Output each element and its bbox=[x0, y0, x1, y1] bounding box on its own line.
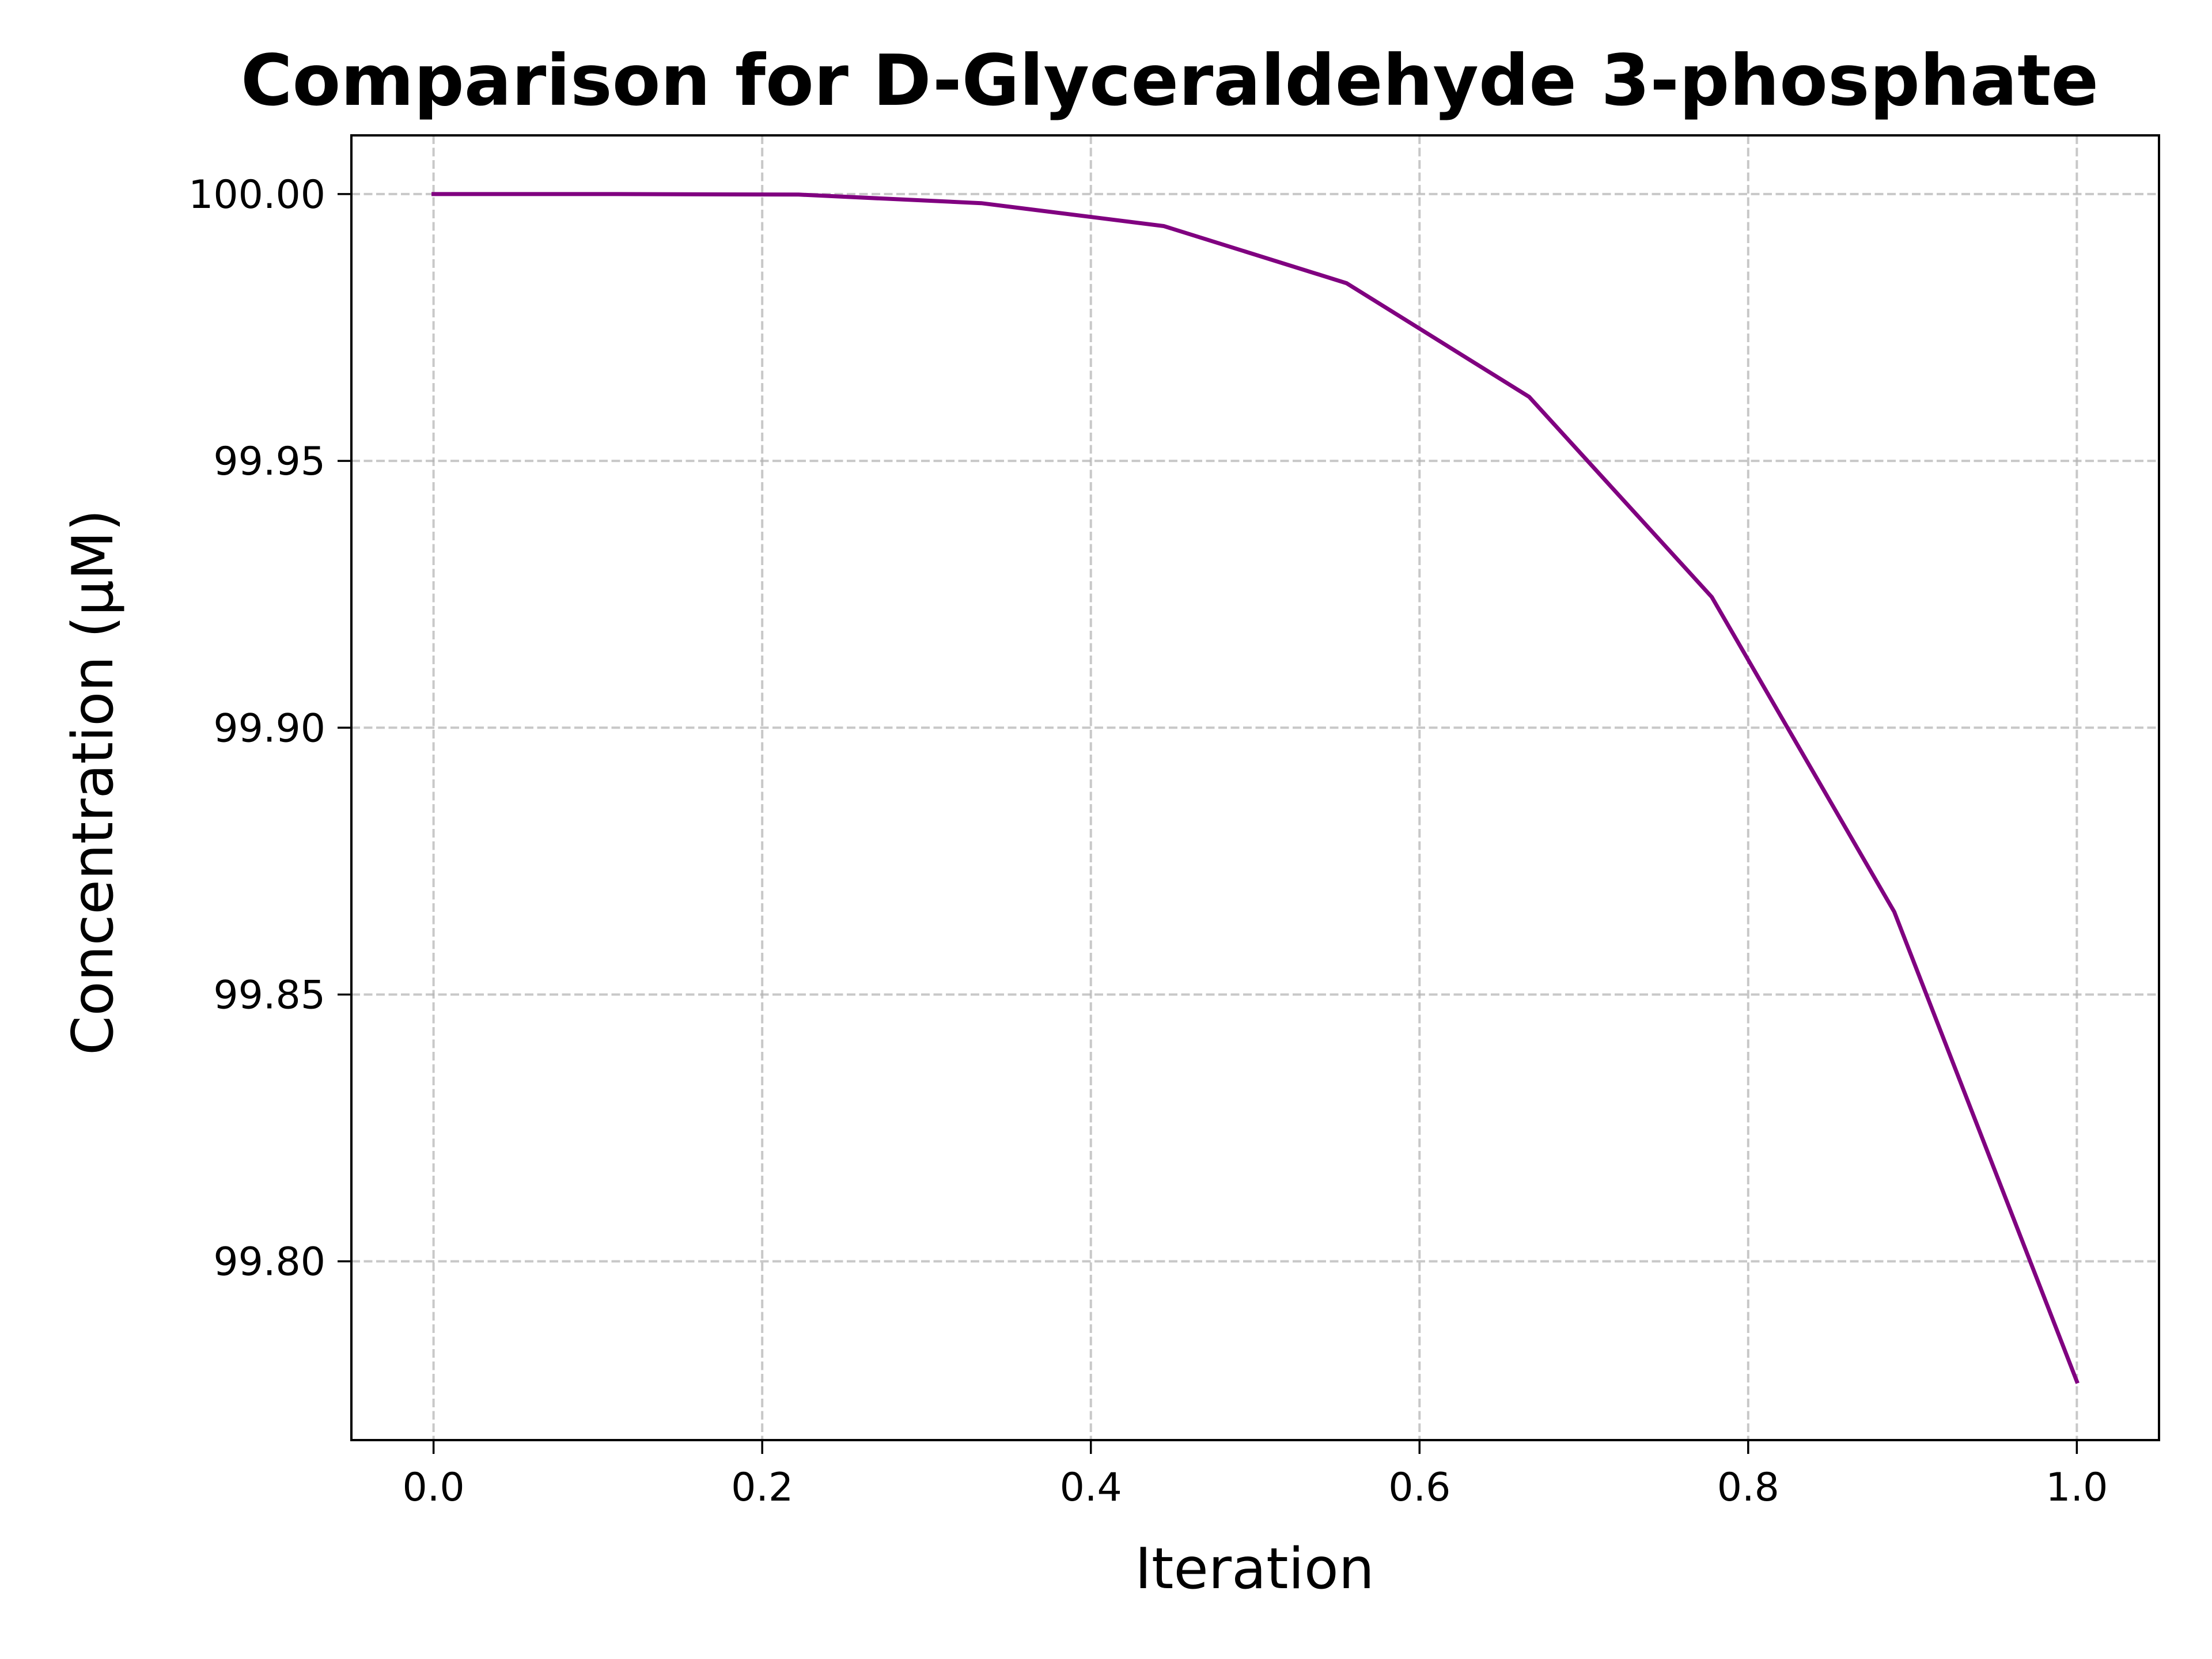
chart-title: Comparison for D-Glyceraldehyde 3-phosph… bbox=[241, 40, 2099, 122]
x-tick-label: 0.8 bbox=[1717, 1465, 1779, 1510]
x-tick-label: 0.6 bbox=[1388, 1465, 1450, 1510]
grid bbox=[351, 135, 2159, 1440]
y-tick-label: 99.95 bbox=[213, 439, 325, 484]
ticks: 0.0 0.2 0.4 0.6 0.8 1.0 99.80 99.85 99.90 99.95 10… bbox=[188, 172, 2108, 1510]
series-line bbox=[431, 192, 2080, 1384]
x-axis-label: Iteration bbox=[1135, 1536, 1374, 1602]
y-tick-label: 99.85 bbox=[213, 972, 325, 1018]
x-tick-label: 1.0 bbox=[2046, 1465, 2108, 1510]
x-tick-label: 0.4 bbox=[1060, 1465, 1122, 1510]
plot-frame bbox=[350, 134, 2160, 1441]
y-tick-label: 99.80 bbox=[213, 1240, 325, 1285]
x-tick-label: 0.2 bbox=[731, 1465, 793, 1510]
y-tick-label: 100.00 bbox=[188, 172, 325, 218]
series-layer bbox=[431, 192, 2080, 1384]
x-tick-label: 0.0 bbox=[403, 1465, 465, 1510]
y-tick-label: 99.90 bbox=[213, 706, 325, 751]
y-axis-label: Concentration (μM) bbox=[60, 509, 126, 1055]
